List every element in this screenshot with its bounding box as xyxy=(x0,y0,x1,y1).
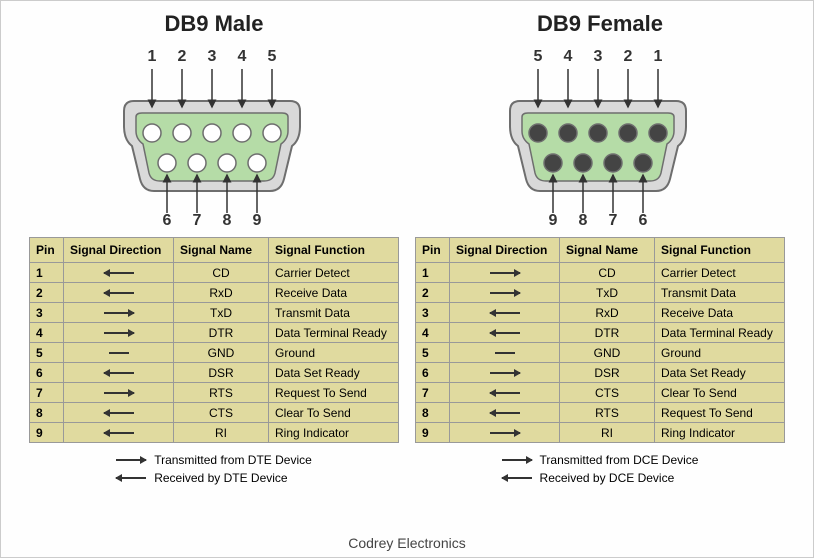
female-title: DB9 Female xyxy=(537,11,663,37)
arrow-right-icon xyxy=(490,429,520,437)
svg-text:3: 3 xyxy=(208,48,217,65)
col-pin: Pin xyxy=(30,238,64,263)
table-row: 3TxDTransmit Data xyxy=(30,303,399,323)
female-column: DB9 Female 5 4 3 2 1 9 8 7 6 Pin Signal Directio… xyxy=(415,11,785,487)
svg-text:1: 1 xyxy=(654,48,663,65)
svg-text:9: 9 xyxy=(253,212,262,229)
female-legend: Transmitted from DCE Device Received by … xyxy=(502,451,699,487)
svg-text:4: 4 xyxy=(238,48,247,65)
col-name: Signal Name xyxy=(560,238,655,263)
arrow-right-icon xyxy=(490,269,520,277)
svg-text:2: 2 xyxy=(624,48,633,65)
arrow-left-icon xyxy=(502,474,532,482)
arrow-left-icon xyxy=(104,429,134,437)
male-legend: Transmitted from DTE Device Received by … xyxy=(116,451,312,487)
table-row: 7RTSRequest To Send xyxy=(30,383,399,403)
svg-text:3: 3 xyxy=(594,48,603,65)
arrow-right-icon xyxy=(104,389,134,397)
table-row: 2TxDTransmit Data xyxy=(416,283,785,303)
female-pinout-table: Pin Signal Direction Signal Name Signal … xyxy=(415,237,785,443)
table-row: 1CDCarrier Detect xyxy=(30,263,399,283)
arrow-right-icon xyxy=(104,309,134,317)
svg-text:5: 5 xyxy=(268,48,277,65)
table-row: 4DTRData Terminal Ready xyxy=(416,323,785,343)
table-row: 8CTSClear To Send xyxy=(30,403,399,423)
arrow-left-icon xyxy=(104,369,134,377)
table-row: 8RTSRequest To Send xyxy=(416,403,785,423)
svg-text:6: 6 xyxy=(639,212,648,229)
table-row: 3RxDReceive Data xyxy=(416,303,785,323)
arrow-left-icon xyxy=(104,269,134,277)
svg-text:9: 9 xyxy=(549,212,558,229)
arrow-left-icon xyxy=(490,329,520,337)
male-pinout-table: Pin Signal Direction Signal Name Signal … xyxy=(29,237,399,443)
footer-brand: Codrey Electronics xyxy=(1,535,813,551)
arrow-right-icon xyxy=(490,289,520,297)
dash-icon xyxy=(490,349,520,357)
table-row: 5GNDGround xyxy=(30,343,399,363)
col-dir: Signal Direction xyxy=(64,238,174,263)
arrow-left-icon xyxy=(490,409,520,417)
col-name: Signal Name xyxy=(174,238,269,263)
col-func: Signal Function xyxy=(655,238,785,263)
arrow-left-icon xyxy=(490,389,520,397)
table-row: 5GNDGround xyxy=(416,343,785,363)
svg-text:8: 8 xyxy=(579,212,588,229)
male-title: DB9 Male xyxy=(164,11,263,37)
svg-text:8: 8 xyxy=(223,212,232,229)
col-func: Signal Function xyxy=(269,238,399,263)
male-connector-diagram: 1 2 3 4 5 6 7 8 9 xyxy=(84,41,344,231)
arrow-left-icon xyxy=(104,409,134,417)
arrow-right-icon xyxy=(490,369,520,377)
svg-text:5: 5 xyxy=(534,48,543,65)
table-row: 1CDCarrier Detect xyxy=(416,263,785,283)
arrow-left-icon xyxy=(104,289,134,297)
table-row: 6DSRData Set Ready xyxy=(30,363,399,383)
female-connector-diagram: 5 4 3 2 1 9 8 7 6 xyxy=(470,41,730,231)
table-row: 9RIRing Indicator xyxy=(30,423,399,443)
col-pin: Pin xyxy=(416,238,450,263)
svg-text:2: 2 xyxy=(178,48,187,65)
svg-text:4: 4 xyxy=(564,48,573,65)
table-row: 6DSRData Set Ready xyxy=(416,363,785,383)
arrow-left-icon xyxy=(116,474,146,482)
table-row: 9RIRing Indicator xyxy=(416,423,785,443)
svg-text:1: 1 xyxy=(148,48,157,65)
svg-text:7: 7 xyxy=(609,212,618,229)
table-row: 4DTRData Terminal Ready xyxy=(30,323,399,343)
arrow-right-icon xyxy=(502,456,532,464)
arrow-right-icon xyxy=(104,329,134,337)
arrow-right-icon xyxy=(116,456,146,464)
dash-icon xyxy=(104,349,134,357)
svg-text:6: 6 xyxy=(163,212,172,229)
table-row: 2RxDReceive Data xyxy=(30,283,399,303)
col-dir: Signal Direction xyxy=(450,238,560,263)
svg-text:7: 7 xyxy=(193,212,202,229)
table-row: 7CTSClear To Send xyxy=(416,383,785,403)
male-column: DB9 Male 1 2 3 4 5 6 7 8 9 Pin Signal Direction … xyxy=(29,11,399,487)
arrow-left-icon xyxy=(490,309,520,317)
